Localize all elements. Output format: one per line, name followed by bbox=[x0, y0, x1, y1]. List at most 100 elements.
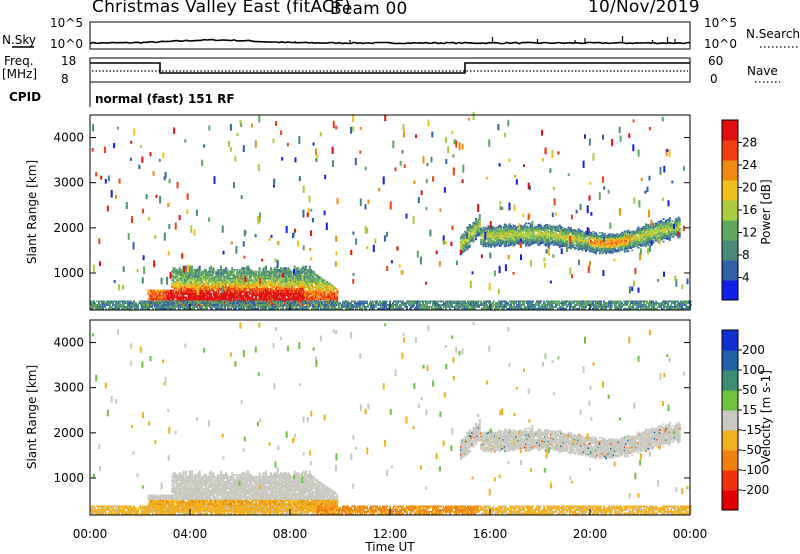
power-cell bbox=[191, 284, 194, 287]
power-cell bbox=[240, 294, 242, 297]
power-cell bbox=[223, 294, 226, 297]
power-cell bbox=[493, 239, 496, 242]
power-cell bbox=[168, 298, 171, 300]
power-cell bbox=[535, 242, 537, 244]
power-cell bbox=[550, 227, 552, 229]
power-cell bbox=[185, 267, 187, 270]
power-cell bbox=[262, 277, 265, 280]
power-cell bbox=[216, 286, 219, 288]
power-cell bbox=[616, 234, 619, 237]
power-cell bbox=[291, 293, 294, 295]
power-cell bbox=[217, 270, 220, 273]
power-cell bbox=[525, 241, 527, 244]
power-cell bbox=[326, 281, 329, 283]
power-cell bbox=[523, 240, 526, 242]
power-cell bbox=[616, 249, 619, 251]
power-cell bbox=[235, 277, 237, 280]
power-cell bbox=[588, 241, 591, 243]
power-cell bbox=[201, 298, 204, 300]
power-cell bbox=[232, 294, 235, 297]
power-cell bbox=[512, 245, 515, 247]
power-cell bbox=[295, 274, 297, 276]
power-cell bbox=[163, 298, 166, 300]
power-cell bbox=[672, 234, 675, 236]
power-cell bbox=[226, 279, 229, 282]
power-cell bbox=[510, 226, 512, 229]
power-cell bbox=[302, 289, 305, 292]
power-cell bbox=[492, 237, 495, 240]
power-cell bbox=[321, 298, 324, 300]
power-cell bbox=[302, 291, 305, 294]
power-cell bbox=[275, 282, 277, 285]
power-cell bbox=[566, 243, 569, 245]
power-cell bbox=[566, 240, 569, 242]
power-cell bbox=[635, 230, 637, 233]
power-cell bbox=[167, 289, 170, 292]
power-cell bbox=[325, 282, 327, 285]
power-cell bbox=[268, 289, 271, 292]
power-cell bbox=[510, 229, 512, 232]
power-cell bbox=[275, 289, 277, 292]
power-cell bbox=[230, 298, 232, 300]
power-cell bbox=[216, 282, 219, 285]
power-cell bbox=[266, 277, 269, 280]
power-cell bbox=[297, 293, 300, 295]
power-cell bbox=[250, 298, 252, 300]
power-cell bbox=[327, 298, 330, 300]
power-cell bbox=[258, 274, 261, 276]
power-cell bbox=[655, 233, 657, 236]
power-cell bbox=[607, 238, 610, 241]
power-cell bbox=[496, 238, 499, 240]
power-cell bbox=[246, 286, 249, 288]
power-cell bbox=[223, 298, 226, 300]
power-cell bbox=[252, 281, 255, 283]
power-cell bbox=[646, 241, 649, 244]
power-cell bbox=[561, 228, 564, 230]
power-cell bbox=[327, 296, 330, 299]
power-cell bbox=[512, 227, 515, 230]
power-cell bbox=[255, 291, 257, 294]
power-cell bbox=[538, 231, 541, 234]
power-cell bbox=[218, 274, 221, 276]
power-cell bbox=[267, 272, 270, 275]
power-cell bbox=[507, 229, 510, 231]
power-cell bbox=[297, 299, 300, 302]
power-cell bbox=[653, 233, 656, 235]
power-cell bbox=[250, 282, 252, 285]
power-cell bbox=[462, 236, 465, 239]
power-cell bbox=[556, 236, 559, 239]
power-cell bbox=[582, 232, 585, 234]
power-cell bbox=[211, 274, 214, 276]
power-cell bbox=[323, 294, 326, 297]
power-cell bbox=[242, 267, 245, 270]
power-cell bbox=[220, 293, 222, 295]
power-cell bbox=[641, 236, 644, 239]
power-cell bbox=[195, 281, 197, 283]
power-cell bbox=[283, 298, 286, 300]
power-cell bbox=[588, 231, 591, 234]
power-cell bbox=[613, 234, 616, 236]
power-cell bbox=[465, 235, 467, 238]
power-cell bbox=[573, 237, 576, 239]
power-cell bbox=[475, 222, 477, 225]
power-cell bbox=[616, 237, 619, 240]
power-cell bbox=[588, 245, 591, 248]
power-cell bbox=[580, 236, 582, 239]
power-cell bbox=[108, 300, 110, 303]
power-cell bbox=[311, 296, 314, 299]
power-cell bbox=[245, 289, 247, 292]
power-cell bbox=[202, 279, 205, 282]
power-cell bbox=[296, 282, 299, 285]
power-cell bbox=[482, 244, 485, 246]
power-cell bbox=[297, 279, 300, 282]
power-cell bbox=[588, 236, 591, 238]
power-cell bbox=[478, 220, 481, 222]
power-cell bbox=[256, 287, 259, 290]
power-cell bbox=[226, 274, 229, 276]
power-cell bbox=[104, 305, 106, 308]
power-cell bbox=[470, 230, 472, 233]
power-cell bbox=[466, 244, 469, 246]
power-cell bbox=[665, 220, 667, 222]
power-cell bbox=[645, 229, 647, 232]
power-cell bbox=[496, 234, 499, 237]
